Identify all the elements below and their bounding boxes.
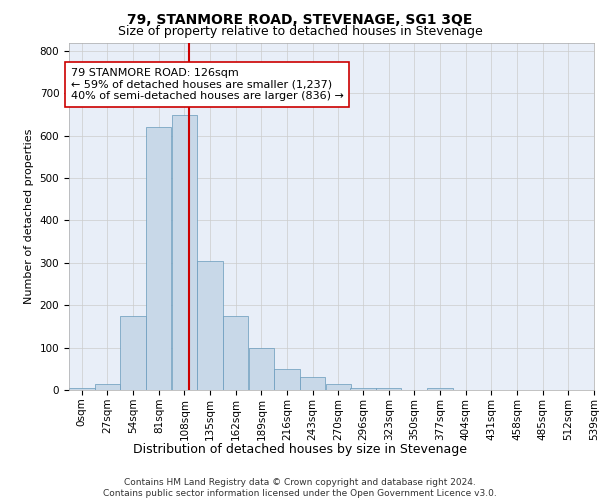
- Bar: [69, 388, 95, 390]
- Y-axis label: Number of detached properties: Number of detached properties: [24, 128, 34, 304]
- Text: 79 STANMORE ROAD: 126sqm
← 59% of detached houses are smaller (1,237)
40% of sem: 79 STANMORE ROAD: 126sqm ← 59% of detach…: [71, 68, 344, 101]
- Bar: [376, 388, 401, 390]
- Bar: [146, 128, 172, 390]
- Text: Contains HM Land Registry data © Crown copyright and database right 2024.
Contai: Contains HM Land Registry data © Crown c…: [103, 478, 497, 498]
- Bar: [197, 260, 223, 390]
- Text: 79, STANMORE ROAD, STEVENAGE, SG1 3QE: 79, STANMORE ROAD, STEVENAGE, SG1 3QE: [127, 12, 473, 26]
- Bar: [172, 114, 197, 390]
- Bar: [249, 348, 274, 390]
- Text: Distribution of detached houses by size in Stevenage: Distribution of detached houses by size …: [133, 442, 467, 456]
- Bar: [300, 378, 325, 390]
- Bar: [223, 316, 248, 390]
- Bar: [326, 384, 351, 390]
- Bar: [427, 388, 453, 390]
- Text: Size of property relative to detached houses in Stevenage: Size of property relative to detached ho…: [118, 25, 482, 38]
- Bar: [274, 369, 300, 390]
- Bar: [95, 384, 120, 390]
- Bar: [121, 316, 146, 390]
- Bar: [350, 388, 376, 390]
